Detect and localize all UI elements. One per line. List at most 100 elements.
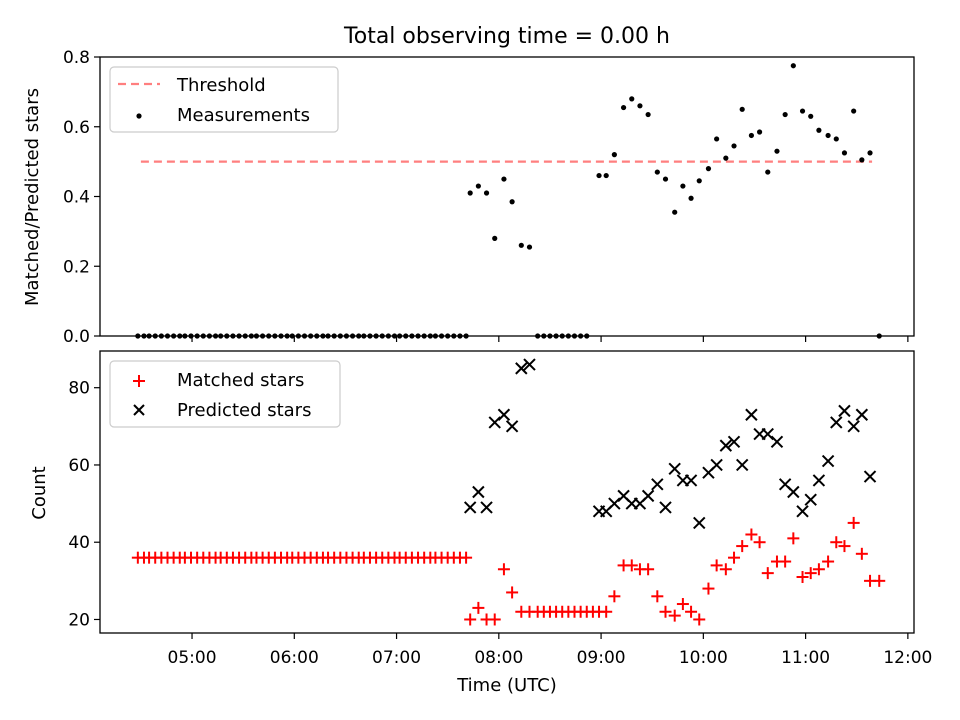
top-y-tick-label: 0.6 (63, 118, 90, 138)
predicted-star-point (608, 497, 621, 510)
measurement-point (731, 143, 737, 149)
measurement-point (790, 63, 796, 69)
predicted-star-point (651, 478, 664, 491)
predicted-star-point (735, 458, 749, 472)
predicted-star-point (745, 408, 758, 421)
measurement-point (816, 127, 822, 133)
measurement-point (859, 157, 865, 163)
predicted-star-point (812, 474, 826, 487)
x-tick-label: 09:00 (577, 648, 626, 668)
x-tick-label: 10:00 (679, 648, 728, 668)
matched-star-point (753, 536, 766, 549)
predicted-star-point (463, 501, 477, 514)
measurement-point (620, 104, 627, 111)
measurement-point (672, 209, 678, 215)
measurement-point (637, 103, 643, 109)
legend-measurements-swatch (136, 113, 142, 119)
matched-star-point (464, 613, 477, 626)
predicted-star-point (480, 501, 493, 514)
top-y-axis-label: Matched/Predicted stars (22, 88, 43, 306)
matched-star-point (719, 563, 732, 576)
x-tick-label: 08:00 (474, 648, 523, 668)
legend-measurements-label: Measurements (177, 105, 310, 126)
predicted-star-point (523, 358, 536, 371)
measurement-point (774, 148, 780, 154)
matched-star-point (642, 563, 655, 576)
matched-star-point (600, 605, 613, 618)
predicted-star-point (505, 420, 519, 433)
matched-star-point (736, 540, 749, 553)
predicted-star-point (855, 408, 869, 421)
bottom-y-tick-label: 40 (68, 533, 90, 553)
matched-star-point (838, 540, 851, 553)
measurement-point (509, 199, 515, 205)
predicted-star-point (821, 454, 835, 468)
predicted-star-point (847, 420, 860, 433)
measurement-point (714, 136, 720, 142)
matched-star-point (847, 516, 860, 529)
top-plot-area (135, 63, 882, 339)
matched-star-point (702, 582, 715, 595)
matched-star-point (497, 563, 510, 576)
measurement-point (765, 169, 771, 175)
bottom-plot-area (131, 358, 886, 626)
matched-star-point (796, 570, 809, 583)
matched-star-point (472, 601, 485, 614)
top-y-tick-label: 0.8 (63, 48, 90, 68)
top-panel: Total observing time = 0.00 h Matched/Pr… (22, 24, 915, 347)
measurement-point (782, 111, 788, 118)
measurement-point (705, 166, 712, 172)
measurement-point (483, 190, 490, 196)
predicted-star-point (659, 501, 672, 514)
x-tick-label: 07:00 (372, 648, 421, 668)
predicted-star-point (488, 416, 501, 429)
matched-star-point (710, 559, 723, 572)
matched-star-point (787, 532, 800, 545)
measurement-point (841, 150, 848, 156)
top-legend: Threshold Measurements (109, 66, 339, 133)
bottom-panel: Count Time (UTC) 20 40 60 80 05:00 06:00 07:00… (29, 350, 932, 696)
x-tick-label: 06:00 (270, 648, 319, 668)
matched-star-point (659, 605, 672, 618)
measurement-point (645, 111, 651, 118)
measurement-point (680, 183, 686, 189)
chart-title: Total observing time = 0.00 h (343, 24, 670, 49)
predicted-star-point (719, 439, 733, 452)
top-y-tick-label: 0.2 (63, 257, 90, 277)
measurement-point (799, 108, 806, 114)
predicted-star-point (668, 462, 681, 476)
bottom-axis-ticks: 20 40 60 80 05:00 06:00 07:00 08:00 09:00 10:00 11… (68, 379, 932, 668)
matched-star-point (745, 528, 758, 541)
predicted-star-point (761, 427, 774, 441)
x-tick-label: 11:00 (781, 648, 830, 668)
predicted-star-point (693, 516, 706, 530)
matched-star-point (488, 613, 501, 626)
predicted-star-point (684, 474, 698, 487)
measurement-point (696, 178, 702, 184)
measurement-point (611, 152, 617, 158)
measurement-point (808, 113, 814, 119)
predicted-star-point (770, 435, 784, 448)
x-tick-label: 05:00 (168, 648, 217, 668)
measurement-point (518, 242, 524, 248)
matched-star-point (761, 567, 774, 580)
top-y-tick-label: 0.4 (63, 188, 90, 208)
predicted-star-point (787, 485, 800, 499)
bottom-y-tick-label: 20 (68, 610, 90, 630)
matched-star-point (830, 536, 843, 549)
measurement-point (688, 195, 694, 201)
predicted-star-point (515, 362, 528, 375)
matched-star-point (651, 590, 664, 603)
x-tick-label: 12:00 (883, 648, 932, 668)
measurement-point (833, 136, 839, 142)
matched-star-point (779, 555, 792, 568)
matched-star-point (822, 555, 835, 568)
matched-star-point (608, 590, 621, 603)
predicted-star-point (804, 493, 817, 506)
top-axes-frame (99, 56, 915, 337)
measurement-point (825, 132, 831, 139)
measurement-point (492, 235, 498, 241)
measurement-point (662, 176, 669, 182)
measurement-point (475, 183, 481, 189)
measurement-point (603, 172, 609, 179)
